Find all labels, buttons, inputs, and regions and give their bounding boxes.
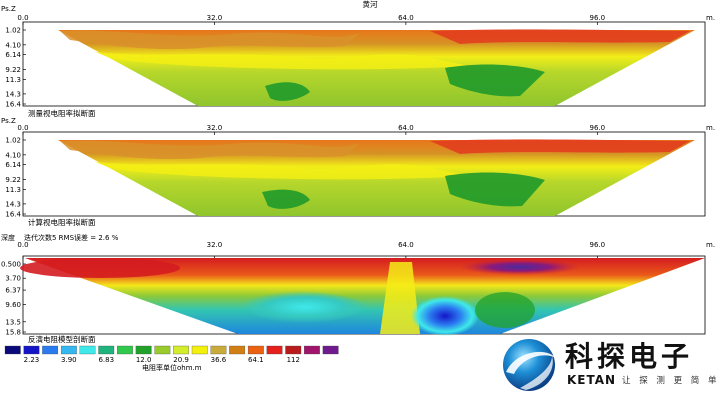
figure-title: 黄河 xyxy=(363,0,378,9)
legend-label: 64.1 xyxy=(248,356,264,364)
x-tick-label: 32.0 xyxy=(207,14,223,22)
x-tick-label: 64.0 xyxy=(398,124,414,132)
legend-label: 12.0 xyxy=(136,356,152,364)
fault-yellow xyxy=(380,262,420,334)
y-tick-label: 4.10 xyxy=(5,41,21,49)
anomaly-band xyxy=(60,30,360,50)
panel-inversion: 0.0 32.0 64.0 96.0 0.500 3.70 6.37 9.60 13.5 15.8… xyxy=(1,233,715,337)
model-fill xyxy=(25,258,705,334)
y-tick-label: 6.37 xyxy=(5,287,21,295)
y-axis-label: Ps.Z xyxy=(1,5,16,13)
y-axis-label: 深度 xyxy=(1,233,15,242)
legend-swatch xyxy=(60,345,77,355)
legend-label: 6.83 xyxy=(98,356,114,364)
anomaly-high xyxy=(430,29,690,44)
iteration-info: 迭代次数5 RMS误差 = 2.6 % xyxy=(24,233,119,242)
y-tick-label: 11.3 xyxy=(5,186,21,194)
color-legend: 2.23 3.90 6.83 12.0 20.9 36.6 64.1 112 xyxy=(4,345,339,364)
legend-swatch xyxy=(135,345,152,355)
y-tick-label: 0.500 xyxy=(1,261,21,269)
legend-unit: 电阻率单位ohm.m xyxy=(142,363,202,372)
y-tick-label: 4.10 xyxy=(5,151,21,159)
low-resistivity-zone-right xyxy=(475,292,535,328)
legend-swatch xyxy=(23,345,40,355)
y-tick-label: 9.22 xyxy=(5,176,21,184)
anomaly-green-small xyxy=(265,82,310,101)
y-tick-label: 11.3 xyxy=(5,76,21,84)
x-tick-label: 96.0 xyxy=(590,14,606,22)
legend-swatch xyxy=(304,345,320,355)
legend-swatch xyxy=(247,345,264,355)
panel-calculated: 0.0 32.0 64.0 96.0 1.02 4.10 6.14 9.22 11.3 14.3 1… xyxy=(1,117,715,219)
y-tick-label: 16.4 xyxy=(5,101,21,109)
legend-swatch xyxy=(229,345,246,355)
high-resistivity-anomaly xyxy=(20,258,180,278)
legend-swatch xyxy=(98,345,115,355)
legend-label: 20.9 xyxy=(173,356,189,364)
y-tick-label: 9.22 xyxy=(5,66,21,74)
logo-swoosh xyxy=(520,356,553,390)
x-tick-label: 96.0 xyxy=(590,124,606,132)
legend-swatch xyxy=(42,345,59,355)
legend-swatch xyxy=(322,345,339,355)
legend-label: 112 xyxy=(287,356,300,364)
legend-swatch xyxy=(4,345,21,355)
x-tick-label: 0.0 xyxy=(17,124,28,132)
y-axis-label: Ps.Z xyxy=(1,117,16,125)
legend-swatch xyxy=(79,345,96,355)
panel-measured: 0.0 32.0 64.0 96.0 1.02 4.10 6.14 9.22 11.3 14.3 1… xyxy=(1,5,715,109)
legend-label: 3.90 xyxy=(61,356,77,364)
low-resistivity-core xyxy=(411,296,479,336)
legend-label: 2.23 xyxy=(24,356,40,364)
brand-name-en: KETAN xyxy=(567,373,616,387)
y-tick-label: 1.02 xyxy=(5,137,21,145)
y-tick-label: 6.14 xyxy=(5,51,21,59)
y-tick-label: 13.5 xyxy=(5,318,21,326)
panel-title-measured: 测量视电阻率拟断面 xyxy=(28,108,96,118)
y-tick-label: 6.14 xyxy=(5,161,21,169)
anomaly-yellow xyxy=(95,52,470,70)
anomaly-high xyxy=(430,139,690,154)
x-unit-label: m. xyxy=(706,14,715,22)
y-tick-label: 15.8 xyxy=(5,329,21,337)
anomaly-yellow xyxy=(95,162,470,180)
anomaly-band xyxy=(60,140,360,160)
x-tick-label: 0.0 xyxy=(17,14,28,22)
x-tick-label: 32.0 xyxy=(207,124,223,132)
legend-swatch xyxy=(173,345,189,355)
legend-label: 36.6 xyxy=(211,356,227,364)
legend-swatch xyxy=(210,345,227,355)
panel-title-calculated: 计算视电阻率拟断面 xyxy=(28,217,96,227)
x-tick-label: 64.0 xyxy=(398,14,414,22)
x-tick-label: 64.0 xyxy=(398,241,414,249)
logo-swoosh xyxy=(506,351,556,374)
x-unit-label: m. xyxy=(706,241,715,249)
x-tick-label: 32.0 xyxy=(207,241,223,249)
high-resistivity-anomaly xyxy=(460,259,580,275)
y-tick-label: 9.60 xyxy=(5,301,21,309)
x-tick-label: 96.0 xyxy=(590,241,606,249)
legend-swatch xyxy=(117,345,133,355)
legend-swatch xyxy=(154,345,171,355)
panel-title-inversion: 反演电阻模型剖断面 xyxy=(28,334,96,344)
legend-swatch xyxy=(266,345,283,355)
anomaly-green xyxy=(445,172,545,207)
y-tick-label: 3.70 xyxy=(5,275,21,283)
y-tick-label: 16.4 xyxy=(5,211,21,219)
brand-name-cn: 科探电子 xyxy=(565,340,693,373)
legend-swatch xyxy=(191,345,208,355)
anomaly-green xyxy=(445,64,545,97)
y-tick-label: 14.3 xyxy=(5,200,21,208)
brand-slogan: 让 探 测 更 简 单 xyxy=(622,375,720,386)
x-unit-label: m. xyxy=(706,124,715,132)
x-tick-label: 0.0 xyxy=(17,241,28,249)
y-tick-label: 14.3 xyxy=(5,90,21,98)
legend-swatch xyxy=(285,345,302,355)
low-resistivity-zone-left xyxy=(240,290,370,324)
company-logo: 科探电子 KETAN 让 探 测 更 简 单 xyxy=(503,339,720,391)
anomaly-green-small xyxy=(262,189,310,209)
y-tick-label: 1.02 xyxy=(5,27,21,35)
